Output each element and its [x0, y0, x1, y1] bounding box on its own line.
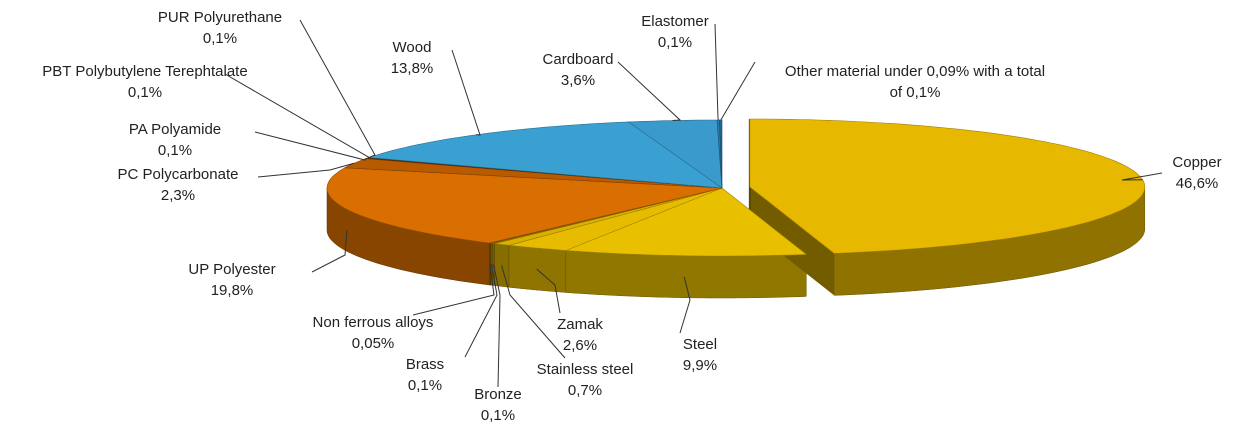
- slice-value-label: 2,6%: [563, 337, 597, 354]
- slice-value-label: 0,05%: [352, 335, 395, 352]
- leader-line: [311, 230, 348, 273]
- leader-line: [720, 61, 756, 121]
- slice-label: Bronze: [474, 386, 522, 403]
- leader-line: [257, 162, 355, 178]
- leader-line: [617, 61, 682, 121]
- slice-value-label: of 0,1%: [890, 84, 941, 101]
- slice-side: [749, 186, 835, 296]
- slice-value-label: 0,1%: [481, 407, 515, 424]
- slice-label: Non ferrous alloys: [313, 314, 434, 331]
- leader-line: [254, 131, 367, 161]
- leader-line: [493, 264, 501, 388]
- slice-label: Steel: [683, 336, 717, 353]
- leader-line: [1121, 172, 1163, 181]
- leader-line: [714, 23, 719, 121]
- slice-label: Cardboard: [543, 51, 614, 68]
- slice: [326, 167, 723, 244]
- slice-value-label: 46,6%: [1176, 175, 1219, 192]
- leader-line: [501, 265, 566, 359]
- slice-label: Zamak: [557, 316, 603, 333]
- slice-label: UP Polyester: [188, 261, 275, 278]
- slice-value-label: 19,8%: [211, 282, 254, 299]
- leader-line: [412, 263, 495, 316]
- slice-side: [565, 250, 807, 299]
- slice-value-label: 0,1%: [128, 84, 162, 101]
- slice: [508, 187, 723, 251]
- slice-value-label: 9,9%: [683, 357, 717, 374]
- slice-label: PC Polycarbonate: [118, 166, 239, 183]
- leader-line: [299, 19, 376, 159]
- leader-line: [451, 49, 481, 136]
- slice-label: PBT Polybutylene Terephtalate: [42, 63, 247, 80]
- slice-label: Stainless steel: [537, 361, 634, 378]
- slice-value-label: 2,3%: [161, 187, 195, 204]
- slice-value-label: 13,8%: [391, 60, 434, 77]
- slice-value-label: 0,1%: [658, 34, 692, 51]
- slice-label: PUR Polyurethane: [158, 9, 282, 26]
- slice-value-label: 0,1%: [408, 377, 442, 394]
- slice-value-label: 0,1%: [203, 30, 237, 47]
- leader-line: [464, 264, 498, 358]
- slice: [565, 187, 808, 257]
- slice-label: Wood: [393, 39, 432, 56]
- slice-label: PA Polyamide: [129, 121, 221, 138]
- slice-value-label: 3,6%: [561, 72, 595, 89]
- leader-line: [224, 73, 372, 159]
- slice-value-label: 0,1%: [158, 142, 192, 159]
- slice-side: [508, 245, 567, 293]
- slice-label: Copper: [1172, 154, 1221, 171]
- slice-label: Brass: [406, 356, 444, 373]
- leader-line: [536, 268, 561, 314]
- slice-label: Elastomer: [641, 13, 709, 30]
- slice-label: Other material under 0,09% with a total: [785, 63, 1045, 80]
- slice-value-label: 0,7%: [568, 382, 602, 399]
- leader-line: [679, 276, 691, 334]
